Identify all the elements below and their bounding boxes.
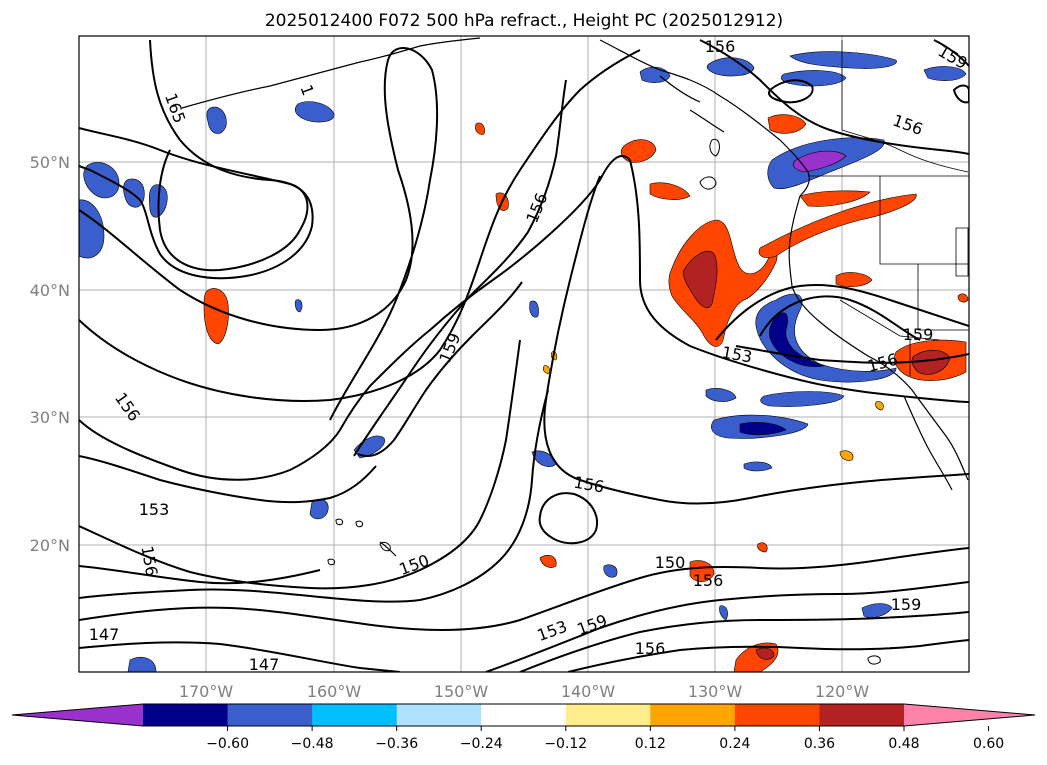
colorbar-segment	[312, 704, 398, 726]
contour-label: 147	[89, 625, 120, 644]
pos-patch	[689, 560, 715, 583]
colorbar-segment	[650, 704, 736, 726]
pos-patch	[911, 349, 951, 375]
lon-tick-label: 160°W	[307, 682, 362, 701]
colorbar-extend-high	[904, 704, 1035, 726]
pos-patch	[203, 288, 229, 345]
pos-patch	[539, 554, 557, 568]
neg-patch	[529, 300, 539, 318]
neg-patch	[705, 388, 737, 402]
pos-patch	[835, 272, 873, 287]
colorbar-segment	[143, 704, 229, 726]
colorbar-segment	[734, 704, 820, 726]
neg-patch	[760, 391, 845, 407]
contour-label: 156	[693, 571, 724, 590]
neg-patch	[603, 564, 618, 578]
lat-tick-label: 50°N	[30, 153, 70, 172]
neg-patch	[294, 101, 335, 123]
contour-label: 159	[891, 595, 922, 614]
contour-label: 156	[705, 37, 736, 56]
height-contours	[79, 39, 969, 672]
pos-patch	[758, 193, 917, 258]
borders	[808, 40, 969, 376]
lon-ticks: 170°W 160°W 150°W 140°W 130°W 120°W	[179, 682, 870, 701]
colorbar-tick-label: 0.12	[635, 736, 666, 752]
colorbar-tick-label: 0.24	[719, 736, 750, 752]
colorbar-tick-label: −0.48	[291, 736, 334, 752]
map-frame	[78, 35, 970, 673]
pos-patch	[668, 219, 778, 347]
pos-patch	[620, 139, 657, 163]
neg-patch	[861, 603, 893, 618]
contour-label: 159	[903, 325, 934, 344]
colorbar: −0.60 −0.48 −0.36 −0.24 −0.12 0.12 0.24 0.36 0.4…	[11, 703, 1036, 752]
pos-patch	[649, 182, 691, 200]
pos-patch	[542, 365, 550, 375]
pos-patch	[767, 114, 807, 134]
neg-patch	[792, 150, 847, 173]
neg-patch	[127, 657, 157, 672]
neg-patch	[769, 312, 825, 367]
pos-patch	[683, 250, 718, 308]
map-panel: 165 1 156 156 156 159 156 159 153 159 15…	[79, 36, 969, 674]
lon-tick-label: 130°W	[688, 682, 743, 701]
neg-patch	[780, 70, 847, 87]
pos-patch	[839, 450, 854, 461]
lat-tick-label: 30°N	[30, 408, 70, 427]
colorbar-tick-label: 0.48	[888, 736, 919, 752]
lat-tick-label: 20°N	[30, 536, 70, 555]
lon-tick-label: 120°W	[815, 682, 870, 701]
islands	[327, 138, 881, 665]
colorbar-segment	[396, 704, 482, 726]
lon-tick-label: 170°W	[179, 682, 234, 701]
contour-label: 156	[635, 639, 666, 658]
colorbar-segment	[565, 704, 651, 726]
contour-label: 147	[249, 655, 280, 674]
chart-title: 2025012400 F072 500 hPa refract., Height…	[265, 11, 783, 31]
lat-ticks: 50°N 40°N 30°N 20°N	[30, 153, 70, 555]
pos-patch	[875, 401, 884, 411]
neg-patch	[739, 422, 787, 436]
lon-tick-label: 150°W	[434, 682, 489, 701]
pos-patch	[475, 122, 485, 135]
neg-patch	[706, 57, 755, 77]
colorbar-tick-label: −0.12	[544, 736, 587, 752]
lat-tick-label: 40°N	[30, 281, 70, 300]
colorbar-tick-label: −0.24	[460, 736, 503, 752]
lon-tick-label: 140°W	[561, 682, 616, 701]
colorbar-segment	[227, 704, 313, 726]
neg-patch	[923, 66, 967, 81]
contour-label: 150	[655, 553, 686, 572]
colorbar-tick-label: 0.60	[973, 736, 1004, 752]
pos-patch	[755, 647, 775, 660]
pos-patch	[957, 293, 969, 303]
neg-patch	[309, 498, 329, 520]
neg-patch	[206, 106, 227, 134]
pos-patch	[757, 542, 768, 553]
colorbar-tick-label: −0.60	[206, 736, 249, 752]
pos-patch	[799, 190, 871, 207]
colorbar-tick-label: 0.36	[804, 736, 835, 752]
colorbar-tick-label: −0.36	[375, 736, 418, 752]
contour-label: 153	[139, 500, 170, 519]
neg-patch	[743, 461, 773, 472]
neg-patch	[789, 51, 897, 69]
colorbar-outline	[11, 703, 1036, 727]
colorbar-segment	[481, 704, 567, 726]
neg-patch	[294, 299, 303, 313]
colorbar-segment	[819, 704, 905, 726]
colorbar-extend-low	[12, 704, 143, 726]
